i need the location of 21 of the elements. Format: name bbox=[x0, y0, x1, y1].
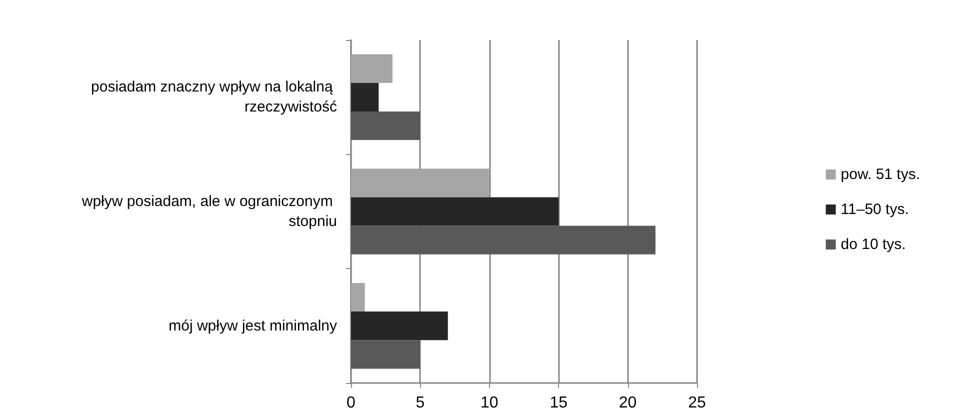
bar bbox=[351, 54, 393, 83]
y-tick-label: mój wpływ jest minimalny bbox=[168, 317, 338, 334]
bar bbox=[351, 340, 420, 369]
x-tick-label: 20 bbox=[618, 394, 637, 412]
bar bbox=[351, 282, 365, 312]
y-tick-label: posiadam znaczny wpływ na lokalną rzeczywistość bbox=[91, 78, 338, 116]
bar bbox=[351, 197, 559, 226]
x-tick-label: 5 bbox=[416, 394, 425, 412]
x-tick-label: 25 bbox=[688, 394, 706, 412]
bar bbox=[351, 168, 490, 198]
x-tick-label: 0 bbox=[346, 394, 356, 412]
bar bbox=[351, 312, 448, 340]
bar bbox=[351, 111, 420, 140]
x-tick-label: 15 bbox=[550, 394, 568, 412]
x-tick-label: 10 bbox=[480, 394, 498, 412]
legend-label: pow. 51 tys. bbox=[840, 166, 920, 183]
legend-label: do 10 tys. bbox=[840, 236, 906, 253]
y-tick-label: wpływ posiadam, ale w ograniczonym stopniu bbox=[80, 193, 337, 230]
bar bbox=[351, 226, 656, 254]
legend-label: 11–50 tys. bbox=[840, 201, 909, 218]
bar bbox=[351, 82, 379, 112]
